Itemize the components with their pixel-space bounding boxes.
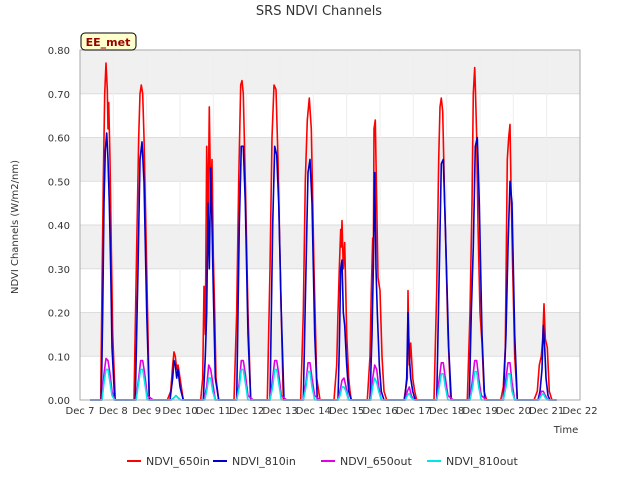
background-band <box>80 137 580 182</box>
y-axis-ticks: 0.00 0.10 0.20 0.30 0.40 0.50 0.60 0.70 0.80 <box>48 46 70 407</box>
legend-item: NDVI_650in <box>127 455 210 468</box>
legend: NDVI_650in NDVI_810in NDVI_650out NDVI_810o… <box>127 455 518 468</box>
y-tick-label: 0.30 <box>48 265 70 276</box>
y-tick-label: 0.80 <box>48 46 70 57</box>
chart-title: SRS NDVI Channels <box>256 4 382 19</box>
plot-background-bands <box>80 50 580 357</box>
x-tick-label: Dec 12 <box>229 406 264 417</box>
legend-item: NDVI_650out <box>321 455 412 468</box>
legend-label: NDVI_650in <box>146 455 210 468</box>
x-tick-label: Dec 18 <box>429 406 464 417</box>
x-tick-label: Dec 10 <box>162 406 197 417</box>
x-tick-label: Dec 7 <box>66 406 95 417</box>
x-tick-label: Dec 19 <box>462 406 497 417</box>
x-tick-label: Dec 8 <box>99 406 128 417</box>
series-line-ndvi-650out <box>90 357 557 401</box>
background-band <box>80 312 580 357</box>
x-tick-label: Dec 13 <box>262 406 297 417</box>
y-tick-label: 0.60 <box>48 134 70 145</box>
x-tick-label: Dec 20 <box>496 406 531 417</box>
background-band <box>80 225 580 269</box>
series-line-ndvi-650in <box>90 62 557 401</box>
x-tick-label: Dec 16 <box>362 406 397 417</box>
x-tick-label: Dec 17 <box>396 406 431 417</box>
x-tick-label: Dec 9 <box>132 406 161 417</box>
y-axis-label: NDVI Channels (W/m2/nm) <box>10 160 21 294</box>
y-tick-label: 0.50 <box>48 177 70 188</box>
legend-label: NDVI_810out <box>446 455 518 468</box>
annotation-box <box>80 32 137 51</box>
x-tick-label: Dec 22 <box>562 406 597 417</box>
plot-frame <box>79 49 581 401</box>
legend-label: NDVI_810in <box>232 455 296 468</box>
x-tick-label: Dec 15 <box>329 406 364 417</box>
legend-item: NDVI_810in <box>213 455 296 468</box>
series-line-ndvi-810out <box>90 368 557 401</box>
x-tick-label: Dec 11 <box>196 406 231 417</box>
site-annotation: EE_met <box>80 32 137 51</box>
background-band <box>80 50 580 94</box>
x-axis-label: Time <box>553 425 578 436</box>
x-tick-label: Dec 14 <box>296 406 331 417</box>
y-tick-label: 0.10 <box>48 352 70 363</box>
y-tick-label: 0.70 <box>48 90 70 101</box>
annotation-text: EE_met <box>86 36 131 49</box>
legend-label: NDVI_650out <box>340 455 412 468</box>
y-tick-label: 0.20 <box>48 309 70 320</box>
x-tick-label: Dec 21 <box>529 406 564 417</box>
legend-item: NDVI_810out <box>427 455 518 468</box>
y-tick-label: 0.00 <box>48 396 70 407</box>
y-tick-label: 0.40 <box>48 221 70 232</box>
